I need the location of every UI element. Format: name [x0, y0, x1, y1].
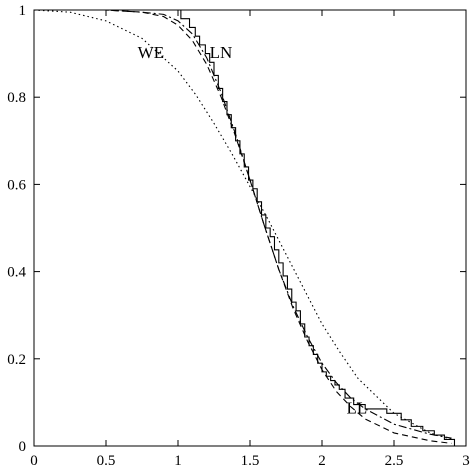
- series-line-dash-dot: [62, 9, 452, 439]
- series-line-dashed: [62, 9, 452, 444]
- x-tick-label: 1: [174, 453, 182, 469]
- x-tick-label: 0.5: [97, 453, 116, 469]
- series-line-dotted: [33, 9, 452, 440]
- x-tick-label: 3: [462, 453, 470, 469]
- plot-frame: [33, 9, 467, 447]
- tick-labels: 0 0.5 1 1.5 2 2.5 3 0 0.2 0.4 0.6 0.8 1: [7, 3, 470, 469]
- x-tick-label: 2: [318, 453, 326, 469]
- x-tick-label: 1.5: [241, 453, 260, 469]
- y-tick-label: 0: [19, 439, 27, 455]
- axis-ticks: [33, 9, 467, 447]
- curve-label-we: WE: [138, 43, 164, 62]
- x-tick-label: 2.5: [385, 453, 404, 469]
- curve-label-ln: LN: [210, 43, 233, 62]
- y-tick-label: 0.6: [7, 177, 26, 193]
- series-line-step: [34, 9, 456, 446]
- plot-area-border: [33, 9, 467, 447]
- curve-annotations: WE LN LL: [138, 43, 368, 417]
- y-tick-label: 0.2: [7, 352, 26, 368]
- y-tick-label: 0.8: [7, 90, 26, 106]
- y-tick-label: 0.4: [7, 265, 26, 281]
- curve-label-ll: LL: [346, 398, 367, 417]
- y-tick-label: 1: [19, 3, 27, 19]
- x-tick-label: 0: [30, 453, 38, 469]
- series-lines: [33, 9, 456, 446]
